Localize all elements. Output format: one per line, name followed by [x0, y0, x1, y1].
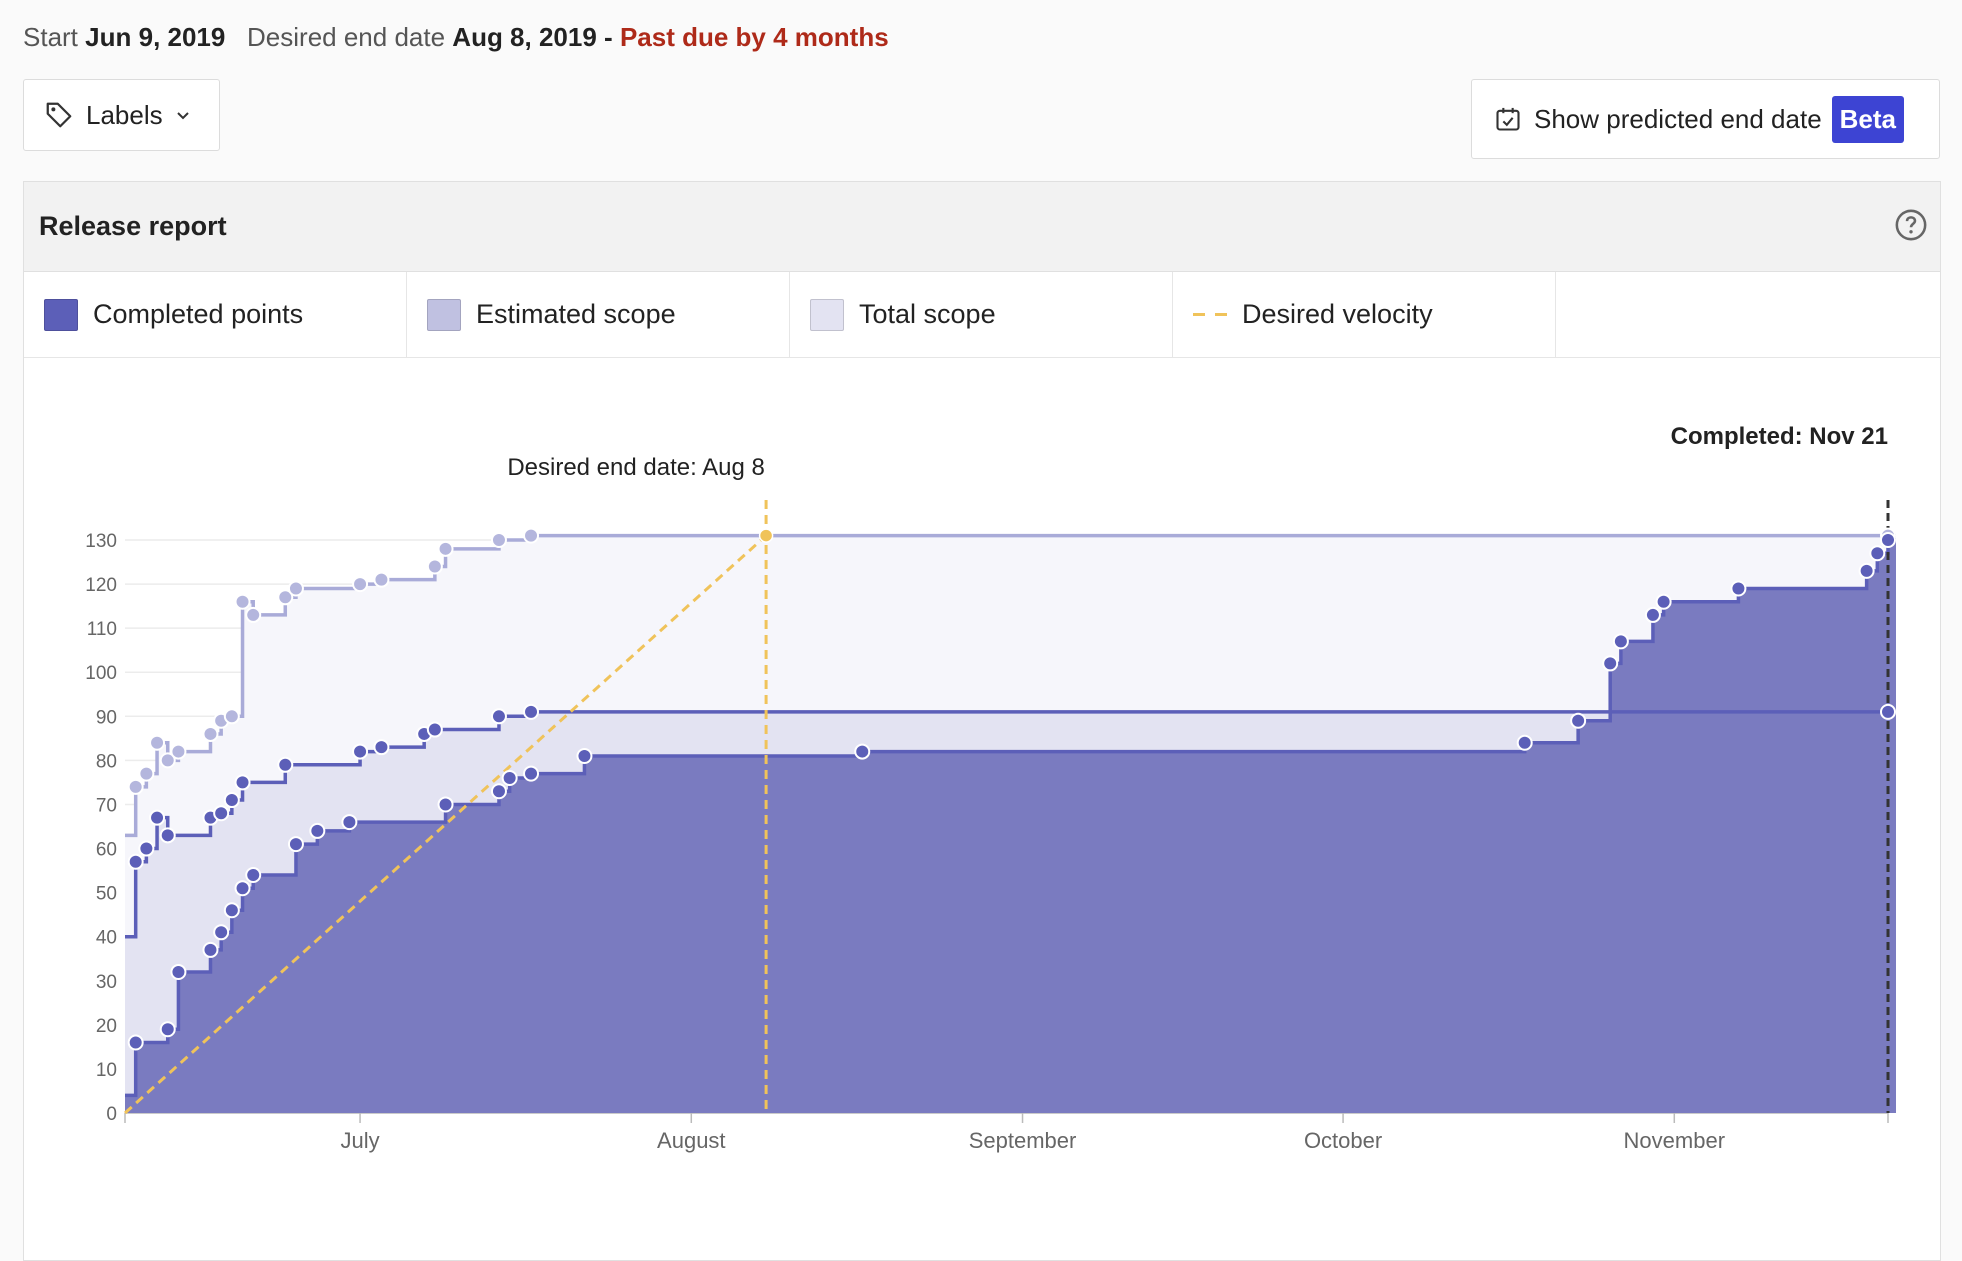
labels-dropdown-button[interactable]: Labels: [23, 79, 220, 151]
end-label: Desired end date: [247, 22, 446, 52]
legend-swatch: [810, 298, 844, 331]
legend-total-scope[interactable]: Total scope: [790, 272, 1173, 357]
chevron-down-icon: [176, 112, 189, 120]
start-date: Jun 9, 2019: [85, 22, 226, 52]
legend-dash-swatch: [1193, 313, 1227, 316]
chart-legend: Completed points Estimated scope Total s…: [24, 272, 1940, 358]
date-range: Start Jun 9, 2019 Desired end date Aug 8…: [23, 22, 889, 53]
panel-title: Release report: [39, 211, 227, 241]
tag-icon: [46, 102, 72, 128]
legend-swatch: [427, 298, 461, 331]
legend-swatch: [44, 298, 78, 331]
legend-estimated-scope[interactable]: Estimated scope: [407, 272, 790, 357]
end-date: Aug 8, 2019: [452, 22, 597, 52]
beta-badge: Beta: [1831, 95, 1905, 143]
help-icon[interactable]: [1894, 208, 1928, 242]
legend-label: Total scope: [859, 299, 996, 329]
past-due-text: Past due by 4 months: [619, 22, 889, 52]
legend-label: Desired velocity: [1242, 299, 1433, 329]
date-separator: -: [604, 22, 613, 52]
legend-spacer: [1556, 272, 1940, 357]
start-label: Start: [23, 22, 78, 52]
legend-desired-velocity[interactable]: Desired velocity: [1173, 272, 1556, 357]
legend-completed-points[interactable]: Completed points: [24, 272, 407, 357]
release-report-panel: Release report Completed points Estimate…: [23, 181, 1941, 1261]
calendar-check-icon: [1496, 107, 1520, 131]
panel-header: Release report: [24, 182, 1940, 272]
labels-button-label: Labels: [86, 99, 163, 130]
legend-label: Completed points: [93, 299, 304, 329]
predict-button-label: Show predicted end date: [1534, 103, 1822, 134]
show-predicted-end-date-button[interactable]: Show predicted end date Beta: [1471, 79, 1940, 159]
legend-label: Estimated scope: [476, 299, 676, 329]
